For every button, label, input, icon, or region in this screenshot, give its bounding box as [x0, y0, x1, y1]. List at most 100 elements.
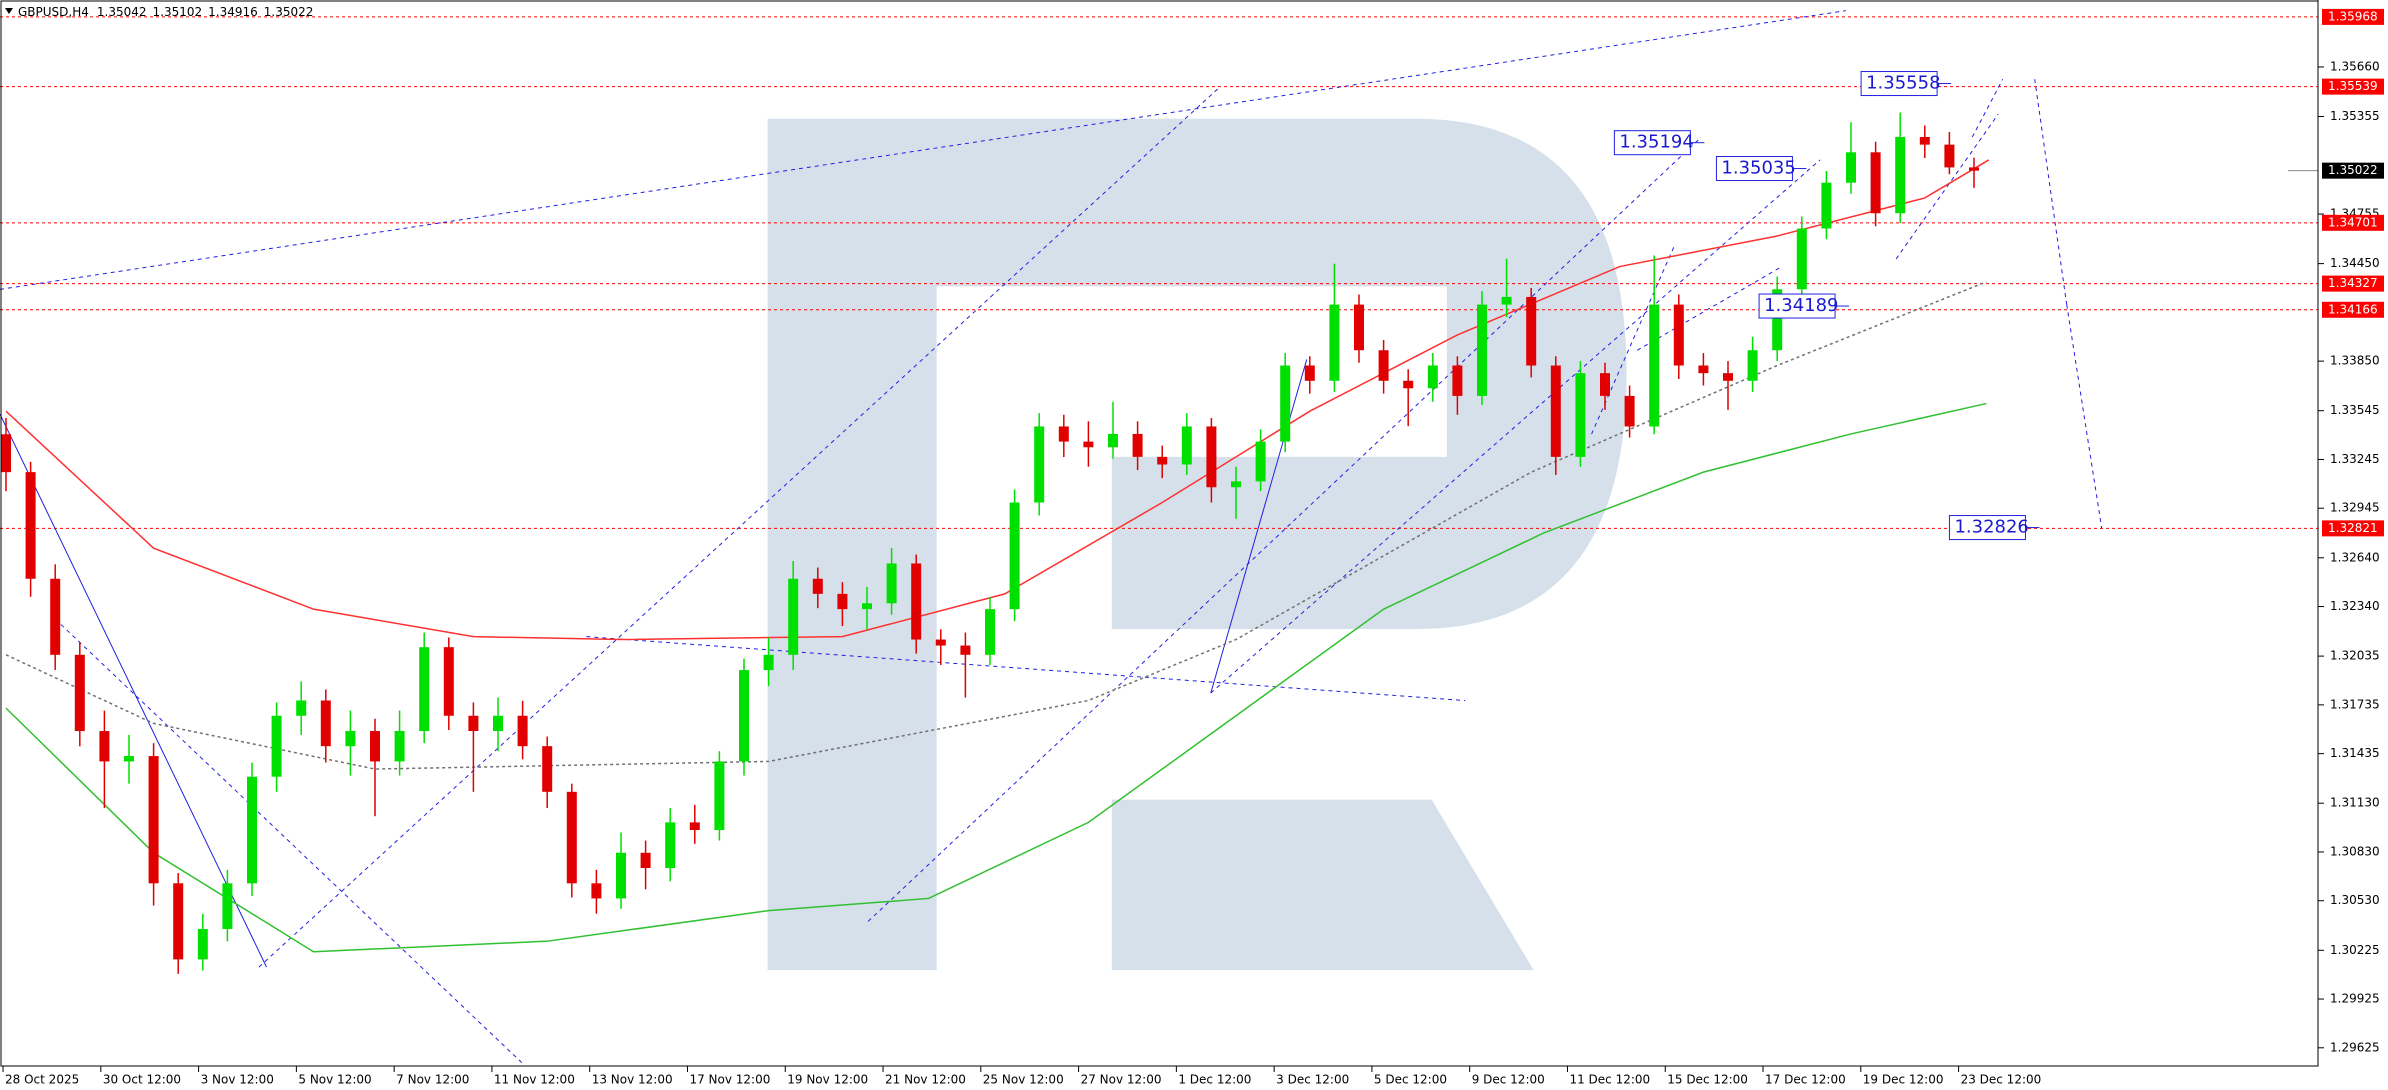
candle-body	[468, 715, 479, 732]
trend-line	[2034, 79, 2068, 305]
candle-body	[935, 639, 946, 646]
header-high: 1.35102	[153, 5, 203, 19]
x-tick-label: 19 Dec 12:00	[1863, 1073, 1944, 1087]
candle-body	[173, 883, 184, 960]
candle-body	[566, 791, 577, 884]
candle-body	[640, 852, 651, 869]
x-tick-label: 5 Nov 12:00	[298, 1073, 371, 1087]
x-tick-label: 25 Nov 12:00	[983, 1073, 1064, 1087]
level-label: 1.35539	[2328, 79, 2378, 93]
candle-body	[689, 822, 700, 831]
candle-body	[1427, 365, 1438, 389]
y-tick-label: 1.30530	[2330, 893, 2380, 907]
candle-body	[837, 593, 848, 610]
annotation-label: 1.34189	[1764, 295, 1838, 316]
y-tick-label: 1.32340	[2330, 599, 2380, 613]
candle-body	[1600, 373, 1610, 396]
trend-line	[258, 87, 1219, 968]
candle-body	[1624, 395, 1635, 427]
candle-body	[739, 670, 749, 762]
moving-average	[5, 402, 1987, 953]
candle-body	[1132, 433, 1143, 457]
x-tick-label: 5 Dec 12:00	[1374, 1073, 1447, 1087]
y-tick-label: 1.33850	[2330, 354, 2380, 368]
candle-body	[616, 852, 626, 899]
x-tick-label: 17 Dec 12:00	[1765, 1073, 1846, 1087]
level-label-box	[2322, 214, 2384, 231]
y-tick-label: 1.33545	[2330, 403, 2380, 417]
level-label-box	[2322, 8, 2384, 25]
candle-body	[493, 715, 503, 732]
candle-body	[271, 715, 282, 777]
candle-body	[124, 756, 134, 762]
candle-body	[50, 578, 61, 655]
level-label-box	[2322, 520, 2384, 537]
candle-body	[665, 822, 676, 869]
y-tick-label: 1.32945	[2330, 501, 2380, 515]
candle-body	[1157, 456, 1168, 465]
candle-body	[419, 647, 430, 732]
candle-body	[1034, 426, 1045, 503]
candle-body	[1501, 296, 1512, 305]
candle-body	[1058, 426, 1069, 442]
trend-line	[1636, 266, 1783, 351]
x-tick-label: 21 Nov 12:00	[885, 1073, 966, 1087]
annotation-label: 1.35194	[1619, 132, 1693, 153]
level-label-box	[2322, 301, 2384, 318]
y-tick-label: 1.30830	[2330, 844, 2380, 858]
y-tick-label: 1.31435	[2330, 746, 2380, 760]
candle-body	[1304, 365, 1315, 381]
y-tick-label: 1.31130	[2330, 796, 2380, 810]
y-tick-label: 1.32640	[2330, 550, 2380, 564]
candle-body	[788, 578, 799, 655]
y-tick-label: 1.34450	[2330, 256, 2380, 270]
x-tick-label: 23 Dec 12:00	[1961, 1073, 2042, 1087]
candle-body	[296, 700, 307, 716]
x-tick-label: 9 Dec 12:00	[1472, 1073, 1545, 1087]
candle-body	[320, 700, 331, 747]
header-low: 1.34916	[208, 5, 258, 19]
candle-body	[1255, 441, 1266, 482]
candle-body	[345, 731, 356, 747]
candle-body	[1, 434, 11, 473]
y-tick-label: 1.32035	[2330, 649, 2380, 663]
moving-average	[5, 159, 1990, 641]
level-label: 1.34701	[2328, 215, 2378, 229]
candle-body	[763, 654, 774, 671]
current-price-label: 1.35022	[2328, 163, 2378, 177]
annotation-label: 1.35558	[1866, 73, 1940, 94]
candle-body	[542, 746, 553, 792]
candle-body	[1354, 304, 1364, 351]
candle-body	[1846, 152, 1856, 183]
y-tick-label: 1.33245	[2330, 452, 2380, 466]
candle-body	[591, 883, 602, 899]
level-label: 1.32821	[2328, 521, 2378, 535]
candle-body	[1575, 373, 1586, 457]
candle-body	[862, 603, 872, 610]
watermark	[767, 118, 1627, 971]
candle-body	[74, 654, 85, 732]
trend-line-solid	[1210, 359, 1308, 694]
candle-body	[197, 928, 208, 960]
candle-body	[1403, 380, 1414, 389]
y-tick-label: 1.29625	[2330, 1040, 2380, 1054]
candle-body	[911, 563, 922, 640]
symbol: GBPUSD,H4	[18, 5, 89, 19]
candle-body	[1452, 365, 1463, 396]
candle-body	[812, 578, 823, 594]
trend-line	[2066, 304, 2103, 529]
candle-body	[1329, 304, 1340, 381]
candle-body	[886, 563, 897, 604]
candle-body	[960, 645, 971, 655]
annotation-box	[1613, 130, 1691, 156]
watermark-leg	[1111, 799, 1534, 971]
annotation-label: 1.32826	[1954, 517, 2028, 538]
level-label: 1.34327	[2328, 276, 2378, 290]
candle-body	[1280, 365, 1291, 442]
candle-body	[1698, 365, 1709, 374]
candle-body	[1772, 289, 1783, 351]
trend-line	[1895, 113, 1999, 260]
candle-body	[247, 776, 257, 884]
trend-line	[60, 624, 526, 1067]
candle-body	[1550, 365, 1561, 457]
